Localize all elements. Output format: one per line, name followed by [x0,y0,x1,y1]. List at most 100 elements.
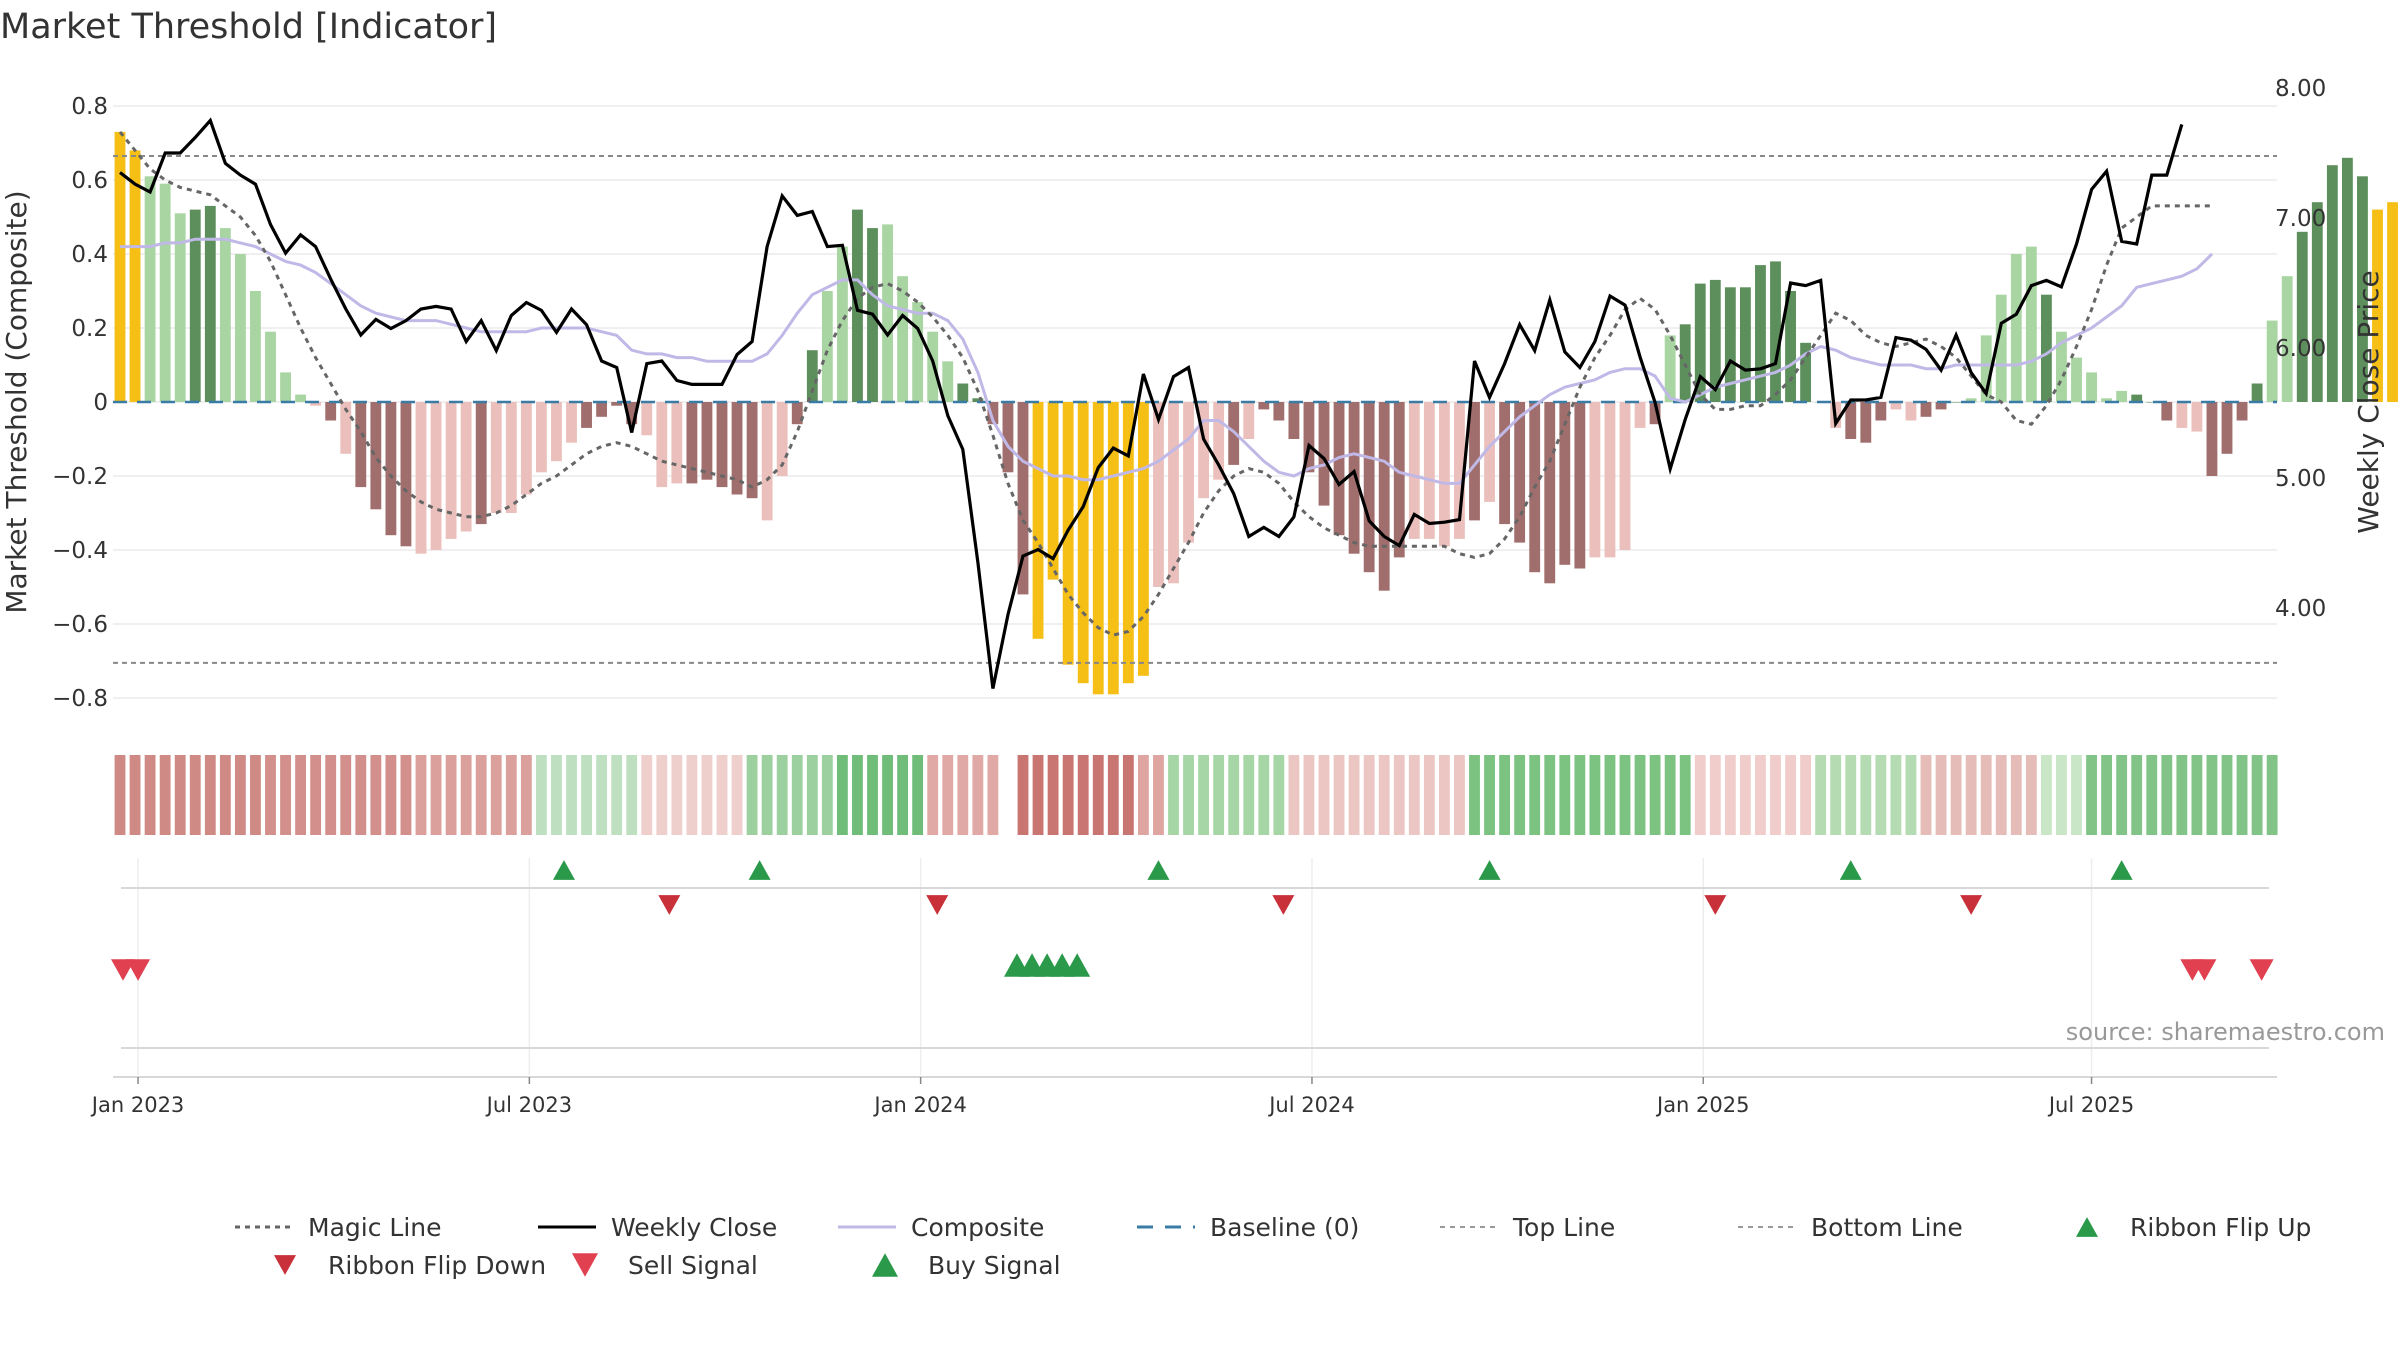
composite-bar [1499,402,1511,525]
ribbon-cell [1875,755,1887,835]
composite-bar [716,402,728,488]
composite-bar [972,398,984,402]
ribbon-flip-down-marker [1960,895,1983,915]
composite-bar [1800,342,1812,402]
composite-bar [1393,402,1405,558]
ribbon-cell [912,755,924,835]
ribbon-cell [1047,755,1059,835]
composite-bar [520,402,532,495]
composite-bar [2161,402,2173,421]
composite-bar [1017,402,1029,595]
composite-bar [159,183,171,402]
composite-bar [2071,357,2082,402]
composite-bar [1363,402,1375,573]
ribbon-flip-down-marker [1704,895,1727,915]
composite-bar [535,402,547,473]
ribbon-cell [325,755,337,835]
y-tick-label: 0.8 [71,94,108,120]
composite-bar [295,394,307,402]
composite-bar [2206,402,2218,476]
ribbon-cell [1739,755,1751,835]
y-tick-label: −0.2 [52,464,108,490]
legend-swatch [2076,1217,2098,1237]
ribbon-cell [882,755,893,835]
ribbon-cell [1559,755,1571,835]
composite-bar [2146,402,2158,403]
ribbon-cell [1905,755,1917,835]
composite-bar [2010,254,2022,402]
ribbon-cell [1634,755,1646,835]
composite-bar [475,402,487,525]
ribbon-cell [1077,755,1089,835]
composite-bar [1559,402,1571,565]
ribbon-cell [2221,755,2233,835]
composite-bar [1980,335,1992,402]
ribbon-cell [1950,755,1962,835]
composite-bar [460,402,472,532]
legend-item: Weekly Close [538,1213,777,1242]
x-tick-label: Jan 2025 [1655,1093,1750,1117]
composite-bar [415,402,427,554]
ribbon-cell [1183,755,1194,835]
ribbon-cell [1213,755,1225,835]
ribbon-cell [551,755,562,835]
ribbon-cell [475,755,487,835]
composite-bar [1438,402,1450,547]
composite-bar [1965,398,1977,402]
ribbon-cell [189,755,201,835]
ribbon-cell [1679,755,1691,835]
ribbon-flip-down-marker [926,895,949,915]
composite-bar [1318,402,1330,506]
composite-bar [204,205,216,402]
legend-item: Buy Signal [872,1251,1061,1280]
ribbon-cell [1514,755,1526,835]
composite-bar [445,402,457,539]
ribbon-cell [2116,755,2128,835]
ribbon-cell [2056,755,2067,835]
signal-markers [111,860,2274,1049]
x-axis: Jan 2023 Jul 2023 Jan 2024 Jul 2024 Jan 2025… [90,1076,2277,1117]
composite-bar [400,402,412,547]
composite-bar [1107,402,1119,695]
legend-label: Top Line [1512,1213,1615,1242]
composite-bar [551,402,562,462]
ribbon-cell [1062,755,1074,835]
ribbon-cell [581,755,592,835]
y2-tick-label: 7.00 [2275,206,2326,232]
composite-bar [1634,402,1646,428]
legend-label: Baseline (0) [1210,1213,1359,1242]
ribbon-cell [1288,755,1300,835]
ribbon-cell [1303,755,1315,835]
ribbon-cell [355,755,367,835]
ribbon-cell [1032,755,1044,835]
ribbon-cell [1137,755,1149,835]
composite-bar [385,402,397,536]
y2-tick-label: 8.00 [2275,76,2326,102]
ribbon-cell [505,755,517,835]
ribbon-cell [821,755,833,835]
composite-bar [1950,402,1962,403]
legend-swatch [572,1253,598,1277]
sell-signal-marker [2249,959,2274,981]
sell-signal-marker [111,959,136,981]
ribbon-cell [1348,755,1360,835]
axes: 0.8 0.6 0.4 0.2 0 −0.2 −0.4 −0.6 −0.8 8.00 7.00 6.0… [0,76,2385,712]
composite-bar [265,331,276,402]
composite-bar [1168,402,1179,584]
composite-bar [1785,291,1796,402]
composite-bar [611,402,623,406]
composite-bar [1935,402,1947,410]
ribbon-cell [114,755,126,835]
composite-bar [1378,402,1390,591]
composite-bar [1604,402,1616,558]
legend-item: Top Line [1440,1213,1615,1242]
ribbon-flip-up-marker [2110,860,2133,880]
ribbon-cell [641,755,653,835]
ribbon-cell [174,755,186,835]
composite-bar [1454,402,1465,539]
composite-bar [1333,402,1345,536]
composite-bar [761,402,773,521]
composite-bar [174,213,186,402]
composite-bar [1755,265,1766,402]
composite-bar [1845,402,1857,439]
